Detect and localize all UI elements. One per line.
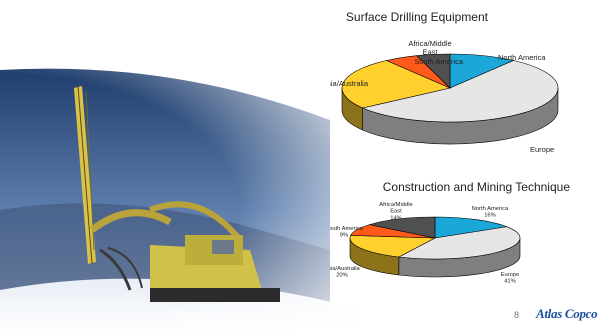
drill-rig-drawing: [74, 85, 280, 302]
chart-2-label-north-america: North America 16%: [472, 206, 510, 219]
chart-2-slice-north-america: [434, 216, 508, 239]
page-number: 8: [514, 310, 520, 320]
logo-text: Atlas Copco: [536, 306, 598, 321]
chart-2-slice-asia-australia: [349, 235, 437, 258]
chart-2-title: Construction and Mining Technique: [382, 180, 570, 194]
chart-2-label-europe: Europe 41%: [501, 272, 520, 285]
chart-1-label-north-america: North America: [498, 53, 546, 62]
atlas-copco-logo: Atlas Copco: [534, 304, 598, 324]
chart-1-slice-africa-middle-east: [415, 53, 451, 89]
chart-1-label-europe: Europe: [530, 145, 554, 154]
chart-2-label-africa-middle-east: Africa/Middle East 14%: [379, 202, 413, 221]
chart-2-slice-europe: [397, 226, 521, 260]
chart-1-label-asia-australia: Asia/Australia: [330, 79, 369, 88]
chart-1-slice-europe: [361, 60, 559, 123]
chart-1-pie: North America Europe Asia/Australia South A…: [330, 39, 559, 154]
chart-1-slice-asia-australia: [341, 60, 451, 109]
chart-1-label-south-america: South America: [414, 57, 464, 66]
chart-1-title: Surface Drilling Equipment: [345, 10, 488, 24]
chart-1-label-africa-middle-east: Africa/Middle East: [408, 39, 451, 57]
chart-2-slice-africa-middle-east: [369, 216, 436, 239]
